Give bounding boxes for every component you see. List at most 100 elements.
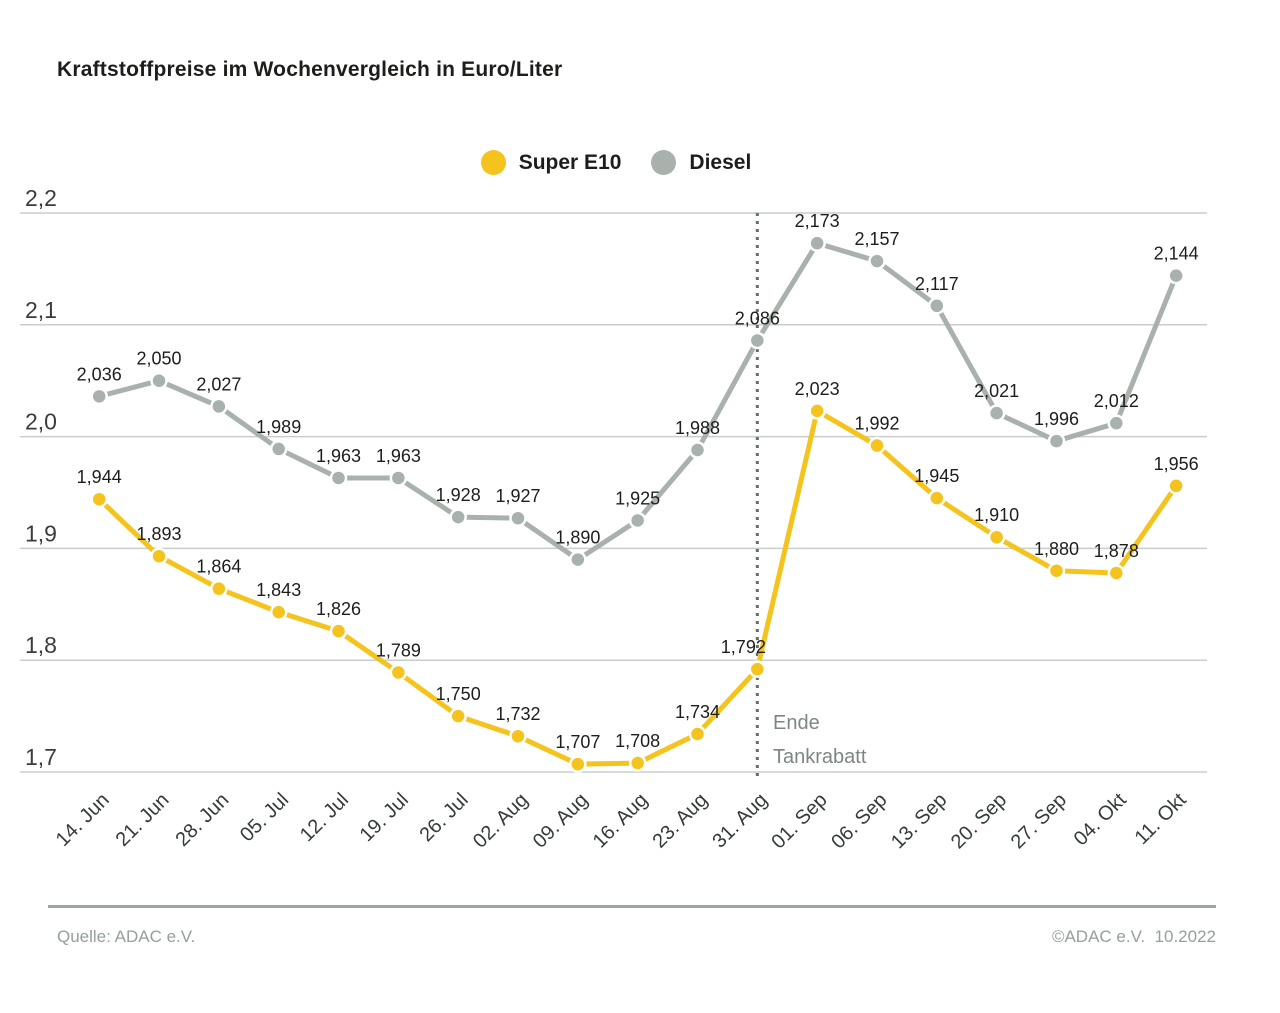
y-axis-label: 2,0 bbox=[25, 409, 57, 435]
x-axis-label: 26. Jul bbox=[415, 789, 472, 846]
value-label: 1,928 bbox=[436, 485, 481, 505]
x-axis-label: 04. Okt bbox=[1070, 789, 1131, 850]
point-super-e10 bbox=[808, 402, 826, 420]
value-label: 2,117 bbox=[915, 274, 959, 294]
point-super-e10 bbox=[987, 528, 1006, 546]
point-diesel bbox=[1107, 414, 1126, 432]
x-axis-label: 05. Jul bbox=[236, 789, 293, 846]
value-label: 1,925 bbox=[615, 488, 660, 508]
value-label: 1,927 bbox=[495, 486, 540, 506]
y-axis-label: 1,9 bbox=[25, 520, 57, 546]
point-diesel bbox=[150, 371, 168, 390]
value-label: 1,792 bbox=[721, 637, 766, 657]
value-label: 2,050 bbox=[137, 349, 182, 369]
point-diesel bbox=[1047, 432, 1066, 450]
point-diesel bbox=[269, 440, 288, 458]
point-super-e10 bbox=[1107, 564, 1126, 582]
point-super-e10 bbox=[868, 436, 886, 455]
value-label: 1,707 bbox=[555, 732, 600, 752]
x-axis-label: 09. Aug bbox=[529, 789, 593, 853]
y-axis-label: 1,8 bbox=[25, 632, 57, 658]
value-label: 1,963 bbox=[316, 446, 361, 466]
point-super-e10 bbox=[1047, 562, 1066, 580]
point-diesel bbox=[987, 404, 1006, 422]
x-axis-label: 23. Aug bbox=[649, 789, 713, 853]
x-axis-label: 02. Aug bbox=[469, 789, 533, 853]
point-diesel bbox=[389, 469, 408, 487]
value-label: 1,944 bbox=[77, 467, 122, 487]
value-label: 2,027 bbox=[196, 374, 241, 394]
value-label: 1,708 bbox=[615, 731, 660, 751]
x-axis-label: 12. Jul bbox=[296, 789, 353, 846]
point-diesel bbox=[928, 297, 946, 315]
x-axis-label: 13. Sep bbox=[887, 789, 951, 853]
point-super-e10 bbox=[329, 622, 348, 640]
footer: Quelle: ADAC e.V. ©ADAC e.V. 10.2022 bbox=[57, 927, 1216, 947]
value-label: 2,021 bbox=[974, 381, 1019, 401]
value-label: 1,992 bbox=[854, 414, 899, 434]
point-diesel bbox=[628, 511, 647, 530]
x-axis-label: 31. Aug bbox=[708, 789, 772, 853]
point-diesel bbox=[210, 397, 228, 416]
x-axis-label: 21. Jun bbox=[112, 789, 174, 851]
point-diesel bbox=[1167, 266, 1185, 285]
value-label: 2,023 bbox=[795, 379, 840, 399]
source-note: Quelle: ADAC e.V. bbox=[57, 927, 196, 946]
point-super-e10 bbox=[1167, 477, 1185, 495]
point-diesel bbox=[808, 234, 826, 252]
point-super-e10 bbox=[389, 663, 408, 682]
y-axis-label: 1,7 bbox=[25, 744, 57, 770]
super-e10-swatch bbox=[480, 150, 506, 175]
point-diesel bbox=[868, 252, 886, 270]
copyright-note: ©ADAC e.V. 10.2022 bbox=[1051, 927, 1216, 946]
x-axis-label: 27. Sep bbox=[1007, 789, 1071, 853]
value-label: 2,036 bbox=[77, 364, 122, 384]
point-diesel bbox=[509, 509, 527, 527]
point-super-e10 bbox=[210, 579, 228, 598]
point-super-e10 bbox=[688, 725, 707, 743]
value-label: 1,750 bbox=[436, 684, 481, 704]
value-label: 1,956 bbox=[1154, 454, 1199, 474]
value-label: 1,826 bbox=[316, 599, 361, 619]
value-label: 1,878 bbox=[1094, 541, 1139, 561]
value-label: 2,086 bbox=[735, 308, 780, 328]
vline-annotation-line1: Ende bbox=[773, 712, 820, 734]
value-label: 1,864 bbox=[196, 557, 241, 577]
point-diesel bbox=[688, 441, 707, 459]
legend-item-diesel: Diesel bbox=[651, 150, 751, 175]
x-axis-label: 16. Aug bbox=[589, 789, 653, 853]
value-label: 2,157 bbox=[854, 229, 899, 249]
value-label: 1,789 bbox=[376, 640, 421, 660]
value-label: 1,910 bbox=[974, 505, 1019, 525]
point-super-e10 bbox=[509, 727, 527, 745]
point-diesel bbox=[569, 550, 587, 569]
x-axis-label: 11. Okt bbox=[1131, 789, 1191, 849]
point-super-e10 bbox=[569, 755, 587, 773]
value-label: 2,012 bbox=[1094, 391, 1139, 411]
value-label: 1,988 bbox=[675, 418, 720, 438]
x-axis-label: 06. Sep bbox=[827, 789, 891, 853]
diesel-swatch bbox=[651, 150, 677, 175]
point-super-e10 bbox=[628, 754, 647, 772]
x-axis-label: 28. Jun bbox=[171, 789, 233, 851]
value-label: 1,880 bbox=[1034, 539, 1079, 559]
point-super-e10 bbox=[928, 489, 946, 507]
y-axis-label: 2,2 bbox=[25, 185, 57, 211]
value-label: 1,963 bbox=[376, 446, 421, 466]
point-super-e10 bbox=[748, 660, 767, 678]
value-label: 1,989 bbox=[256, 417, 301, 437]
footer-divider bbox=[48, 905, 1216, 908]
point-diesel bbox=[449, 508, 467, 526]
point-super-e10 bbox=[150, 547, 168, 565]
y-axis-label: 2,1 bbox=[25, 297, 57, 323]
legend-label-super-e10: Super E10 bbox=[518, 150, 622, 174]
vline-annotation: Ende Tankrabatt bbox=[773, 706, 866, 774]
value-label: 2,144 bbox=[1154, 244, 1199, 264]
legend-item-super-e10: Super E10 bbox=[480, 150, 622, 175]
value-label: 1,843 bbox=[256, 580, 301, 600]
point-diesel bbox=[90, 387, 108, 406]
value-label: 1,996 bbox=[1034, 409, 1079, 429]
point-super-e10 bbox=[449, 707, 467, 725]
